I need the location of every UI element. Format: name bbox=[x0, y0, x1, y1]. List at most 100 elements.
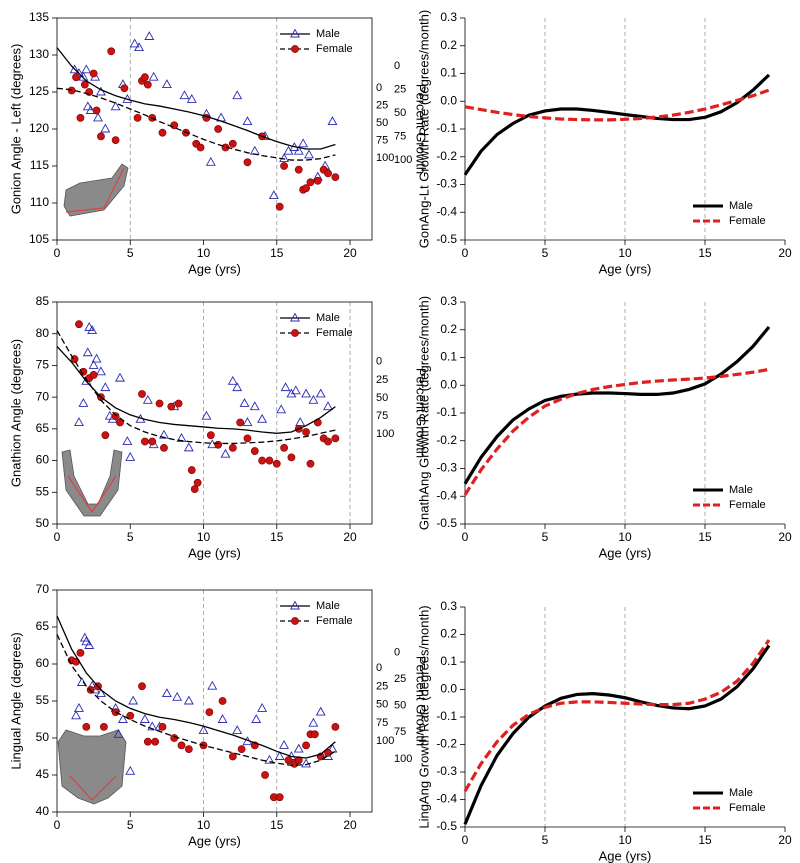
growth-tick-label: 100 bbox=[376, 152, 394, 164]
female-point bbox=[158, 723, 167, 731]
growth-tick-label: 75 bbox=[394, 130, 406, 142]
x-tick-label: 15 bbox=[270, 818, 284, 832]
male-point bbox=[279, 153, 290, 163]
female-point bbox=[214, 125, 223, 133]
y-tick-label: -0.1 bbox=[436, 405, 457, 419]
female-point bbox=[280, 162, 288, 170]
y-tick-label: 115 bbox=[30, 158, 49, 172]
y-tick-label: -0.1 bbox=[436, 709, 457, 723]
growth-tick-label: 75 bbox=[376, 717, 388, 729]
female-point bbox=[82, 723, 91, 731]
female-point bbox=[143, 737, 152, 746]
y-axis-label: GnathAng Growth Rate (degrees/month) bbox=[416, 296, 431, 530]
legend-marker bbox=[290, 312, 300, 322]
inset-image bbox=[63, 163, 129, 217]
male-point bbox=[147, 721, 158, 731]
growth-tick-label: 0 bbox=[376, 662, 382, 674]
legend-label: Male bbox=[316, 312, 340, 324]
female-point bbox=[243, 158, 252, 167]
x-tick-label: 10 bbox=[197, 530, 211, 544]
y-tick-label: 0.3 bbox=[440, 294, 457, 308]
female-point bbox=[287, 453, 296, 462]
x-tick-label: 0 bbox=[54, 530, 61, 544]
female-point bbox=[284, 756, 293, 765]
growth-tick-label: 50 bbox=[394, 107, 406, 119]
growth-tick-label: 25 bbox=[376, 374, 388, 386]
male-point bbox=[82, 347, 93, 357]
female-point bbox=[72, 73, 80, 82]
fit-curve bbox=[56, 615, 336, 759]
male-point bbox=[113, 728, 124, 738]
y-axis-label: Gnathion Angle (degrees) bbox=[8, 339, 23, 487]
y-tick-label: -0.5 bbox=[436, 819, 457, 833]
male-point bbox=[110, 101, 121, 111]
legend-marker bbox=[291, 329, 299, 337]
y-tick-label: -0.4 bbox=[436, 204, 457, 218]
male-point bbox=[232, 725, 243, 735]
male-point bbox=[74, 417, 84, 426]
y-tick-label: 75 bbox=[36, 358, 50, 372]
male-point bbox=[144, 31, 155, 40]
y-tick-label: -0.3 bbox=[436, 461, 457, 475]
female-point bbox=[160, 443, 168, 452]
growth-axis-label: Percent Growth bbox=[414, 84, 429, 174]
male-point bbox=[71, 710, 82, 720]
male-point bbox=[293, 145, 304, 155]
fit-curve bbox=[56, 87, 336, 161]
male-point bbox=[172, 691, 183, 701]
legend-label: Male bbox=[729, 484, 753, 496]
inset-measure bbox=[67, 475, 117, 514]
male-point bbox=[301, 758, 312, 768]
male-point bbox=[227, 375, 238, 385]
male-point bbox=[198, 725, 209, 735]
growth-tick-label: 25 bbox=[394, 673, 406, 685]
y-tick-label: 60 bbox=[36, 453, 50, 467]
growth-tick-label: 25 bbox=[376, 680, 388, 692]
male-point bbox=[93, 112, 103, 122]
y-tick-label: 65 bbox=[36, 619, 50, 633]
x-tick-label: 20 bbox=[343, 530, 357, 544]
x-axis-label: Age (yrs) bbox=[188, 261, 241, 276]
male-point bbox=[298, 138, 309, 148]
mandible-inset bbox=[57, 163, 129, 805]
x-axis-label: Age (yrs) bbox=[599, 848, 652, 863]
male-point bbox=[125, 451, 136, 461]
female-point bbox=[76, 649, 85, 657]
male-point bbox=[176, 432, 187, 442]
female-point bbox=[143, 80, 152, 89]
male-point bbox=[186, 93, 197, 103]
female-point bbox=[170, 121, 179, 130]
y-tick-label: 0.3 bbox=[440, 599, 457, 613]
x-tick-label: 5 bbox=[127, 246, 134, 260]
x-tick-label: 5 bbox=[542, 246, 549, 260]
male-point bbox=[115, 372, 125, 382]
male-point bbox=[161, 79, 172, 89]
growth-tick-label: 50 bbox=[376, 699, 388, 711]
female-point bbox=[205, 708, 214, 716]
y-tick-label: 70 bbox=[36, 582, 50, 596]
male-point bbox=[301, 388, 312, 398]
male-point bbox=[76, 677, 87, 686]
female-point bbox=[302, 428, 310, 436]
male-point bbox=[81, 64, 92, 74]
y-tick-label: 0.0 bbox=[440, 377, 457, 391]
y-tick-label: 0.0 bbox=[440, 682, 457, 696]
y-tick-label: 0.2 bbox=[440, 322, 457, 336]
male-point bbox=[79, 632, 90, 642]
male-point bbox=[117, 714, 128, 723]
x-tick-label: 15 bbox=[698, 246, 712, 260]
male-point bbox=[148, 71, 159, 81]
male-point bbox=[264, 754, 275, 764]
male-point bbox=[95, 366, 106, 376]
growth-tick-label: 0 bbox=[376, 356, 382, 368]
female-point bbox=[89, 371, 98, 379]
growth-tick-label: 100 bbox=[376, 428, 394, 440]
female-point bbox=[97, 132, 105, 141]
x-tick-label: 0 bbox=[462, 833, 469, 847]
legend-label: Female bbox=[729, 215, 766, 227]
fit-curve bbox=[56, 330, 336, 445]
inset-image bbox=[57, 729, 127, 805]
x-tick-label: 5 bbox=[127, 818, 134, 832]
x-tick-label: 20 bbox=[778, 246, 792, 260]
